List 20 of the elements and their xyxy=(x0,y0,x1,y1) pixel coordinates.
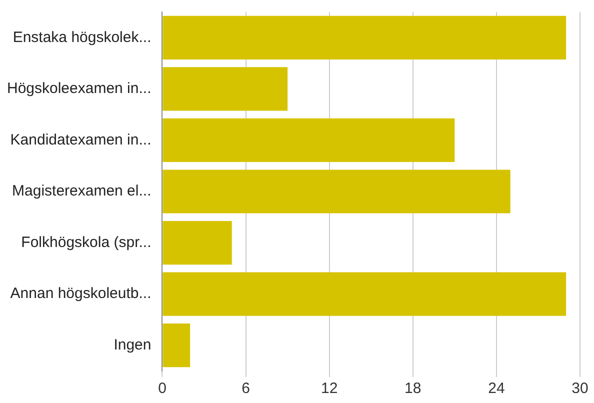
x-tick-label: 12 xyxy=(321,380,338,398)
x-tick-label: 0 xyxy=(158,380,166,398)
x-tick-label: 6 xyxy=(242,380,250,398)
bar xyxy=(162,272,566,316)
bar xyxy=(162,220,232,265)
y-tick-label: Ingen xyxy=(114,336,152,354)
y-tick-label: Folkhögskola (spr... xyxy=(21,234,152,251)
y-tick-label: Kandidatexamen in... xyxy=(10,131,152,148)
y-tick-label: Annan högskoleutb... xyxy=(10,285,152,302)
x-tick-label: 24 xyxy=(488,380,505,398)
bar xyxy=(162,67,288,111)
y-tick-label: Högskoleexamen in... xyxy=(6,80,152,98)
bar xyxy=(162,324,190,368)
bar xyxy=(162,118,455,162)
bar xyxy=(162,170,510,214)
y-tick-label: Magisterexamen el... xyxy=(12,182,152,200)
y-tick-label: Enstaka högskolek... xyxy=(12,28,152,46)
x-tick-label: 18 xyxy=(404,380,422,398)
x-tick-label: 30 xyxy=(572,380,588,398)
bar xyxy=(162,16,566,60)
